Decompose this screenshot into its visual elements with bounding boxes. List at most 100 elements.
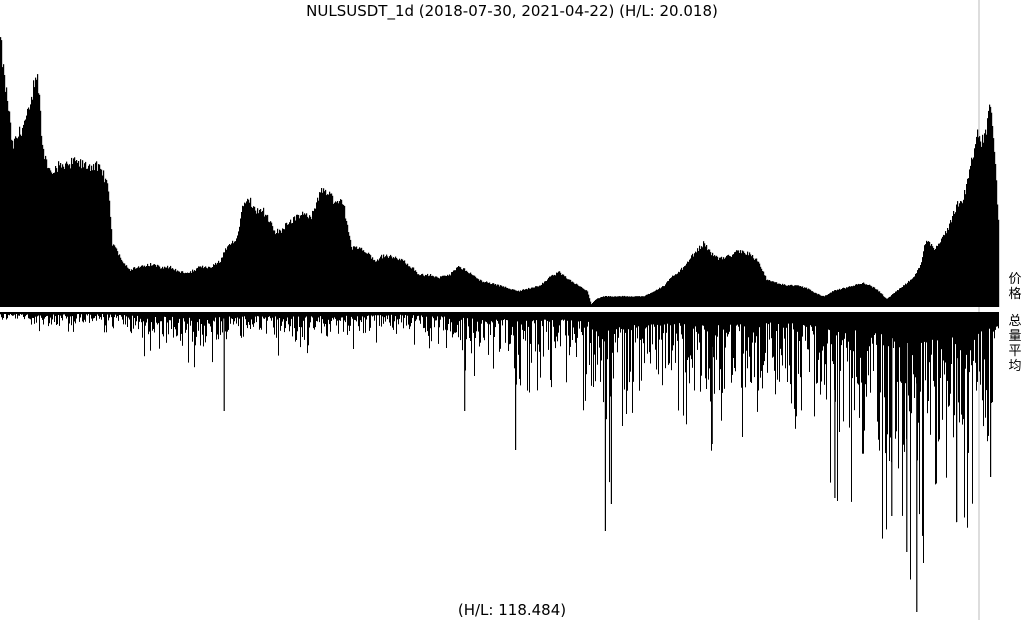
price-bar bbox=[182, 271, 184, 307]
volume-bar bbox=[660, 312, 661, 326]
volume-bar bbox=[49, 312, 50, 324]
price-bar bbox=[537, 286, 539, 307]
volume-bar bbox=[275, 312, 276, 317]
price-bar bbox=[509, 288, 511, 307]
price-bar bbox=[532, 287, 534, 307]
price-bar bbox=[198, 266, 200, 307]
price-bar bbox=[725, 257, 727, 307]
volume-bar bbox=[21, 312, 22, 315]
volume-bar bbox=[854, 312, 855, 411]
price-bar bbox=[911, 279, 913, 307]
price-bar bbox=[622, 295, 624, 307]
volume-bar bbox=[829, 312, 830, 331]
volume-bar bbox=[735, 312, 736, 372]
price-bar bbox=[801, 286, 803, 307]
price-bar bbox=[941, 238, 943, 307]
volume-bar bbox=[169, 312, 170, 321]
price-bar bbox=[661, 287, 663, 307]
volume-bar bbox=[824, 312, 825, 385]
price-bar bbox=[762, 271, 764, 307]
volume-bar bbox=[721, 312, 722, 421]
volume-bar bbox=[14, 312, 15, 315]
price-bar bbox=[196, 268, 198, 307]
price-bar bbox=[205, 266, 207, 307]
volume-bar bbox=[977, 312, 978, 382]
price-bar bbox=[604, 296, 606, 307]
price-bar bbox=[995, 164, 997, 307]
price-bar bbox=[827, 294, 829, 307]
price-bar bbox=[631, 296, 633, 307]
volume-bar bbox=[276, 312, 277, 338]
volume-bar bbox=[756, 312, 757, 337]
price-bar bbox=[918, 268, 920, 307]
price-bar bbox=[806, 287, 808, 307]
price-bar bbox=[847, 287, 849, 307]
volume-bar bbox=[125, 312, 126, 325]
volume-bar bbox=[520, 312, 521, 386]
volume-bar bbox=[764, 312, 765, 362]
price-bar bbox=[737, 250, 739, 307]
price-bar bbox=[7, 101, 9, 307]
volume-bar bbox=[62, 312, 63, 321]
price-bar bbox=[543, 283, 545, 307]
volume-bar bbox=[94, 312, 95, 318]
price-bar bbox=[837, 289, 839, 307]
price-bar bbox=[193, 271, 195, 307]
price-bar bbox=[270, 221, 272, 307]
price-bar bbox=[219, 262, 221, 307]
volume-bar bbox=[962, 312, 963, 425]
price-bar bbox=[683, 267, 685, 307]
volume-bar bbox=[480, 312, 481, 343]
volume-bar bbox=[773, 312, 774, 357]
volume-bar bbox=[45, 312, 46, 317]
volume-bar bbox=[328, 312, 329, 320]
price-bar bbox=[524, 289, 526, 307]
volume-bar bbox=[238, 312, 239, 327]
volume-bar bbox=[865, 312, 866, 385]
price-bar bbox=[807, 289, 809, 307]
volume-bar bbox=[112, 312, 113, 327]
volume-bar bbox=[560, 312, 561, 347]
volume-bar bbox=[794, 312, 795, 409]
volume-bar bbox=[118, 312, 119, 321]
price-bar bbox=[162, 266, 164, 307]
price-bar bbox=[609, 296, 611, 307]
volume-bar bbox=[943, 312, 944, 361]
price-bar bbox=[381, 254, 383, 307]
volume-bar bbox=[648, 312, 649, 326]
volume-bar bbox=[584, 312, 585, 328]
volume-bar bbox=[175, 312, 176, 330]
price-bar bbox=[230, 244, 232, 307]
price-bar bbox=[651, 292, 653, 307]
volume-bar bbox=[833, 312, 834, 364]
volume-spike-bar bbox=[916, 312, 918, 612]
price-bar bbox=[233, 243, 235, 307]
price-bar bbox=[812, 291, 814, 307]
price-bar bbox=[34, 87, 36, 307]
volume-bar bbox=[336, 312, 337, 326]
volume-bar bbox=[441, 312, 442, 317]
price-bar bbox=[602, 296, 604, 307]
volume-bar bbox=[890, 312, 891, 438]
price-bar bbox=[75, 161, 77, 307]
volume-bar bbox=[79, 312, 80, 322]
price-bar bbox=[850, 286, 852, 307]
price-bar bbox=[544, 281, 546, 307]
volume-bar bbox=[231, 312, 232, 319]
price-bar bbox=[451, 272, 453, 307]
volume-bar bbox=[926, 312, 927, 343]
price-bar bbox=[159, 266, 161, 307]
price-bar bbox=[23, 124, 25, 308]
price-bar bbox=[214, 265, 216, 307]
volume-bar bbox=[725, 312, 726, 348]
price-bar bbox=[147, 263, 149, 307]
volume-bar bbox=[677, 312, 678, 341]
volume-bar bbox=[594, 312, 595, 355]
price-bar bbox=[180, 273, 182, 307]
price-bar bbox=[916, 273, 918, 307]
price-bar bbox=[58, 161, 60, 307]
volume-bar bbox=[985, 312, 986, 418]
volume-bar bbox=[34, 312, 35, 324]
price-bar bbox=[241, 212, 243, 307]
price-bar bbox=[626, 296, 628, 307]
